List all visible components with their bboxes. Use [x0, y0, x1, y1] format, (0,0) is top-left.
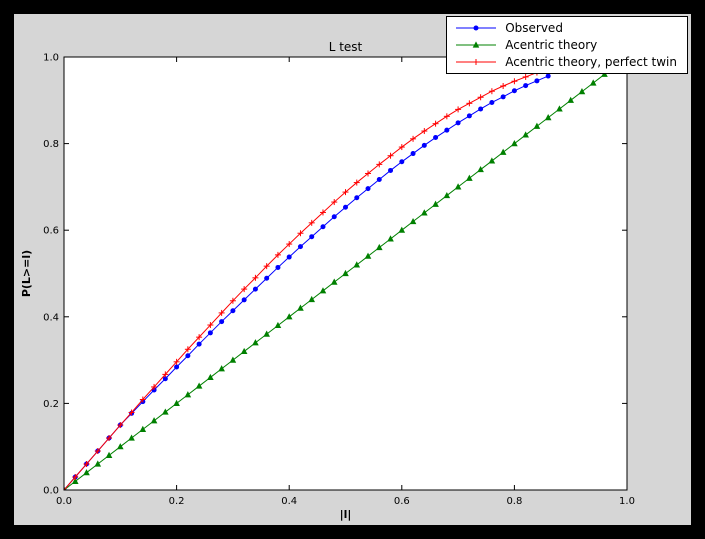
- legend-label: Acentric theory: [505, 38, 598, 52]
- figure-canvas: 0.0 0.2 0.4 0.6 0.8 1.0 0.0 0.2 0.4 0.6 0.8 1.0 L t…: [14, 14, 691, 525]
- x-tick-label: 0.4: [281, 496, 297, 507]
- y-tick-label: 0.4: [43, 312, 59, 323]
- legend-item: Observed: [454, 21, 677, 35]
- x-axis-label: |l|: [340, 508, 352, 521]
- y-tick-label: 0.8: [43, 139, 59, 150]
- x-tick-label: 0.0: [56, 496, 72, 507]
- axes-frame: [63, 56, 628, 491]
- y-tick-label: 0.6: [43, 226, 59, 237]
- legend-line-plus-icon: [456, 59, 497, 65]
- legend-label: Acentric theory, perfect twin: [505, 55, 677, 69]
- legend-line-triangle-icon: [456, 41, 497, 48]
- chart-title: L test: [329, 40, 363, 54]
- series-line: [64, 58, 594, 490]
- x-tick-label: 0.6: [394, 496, 410, 507]
- legend: Observed Acentric theory Acentric theory…: [446, 16, 688, 74]
- legend-line-circle-icon: [456, 25, 497, 31]
- legend-item: Acentric theory, perfect twin: [454, 55, 677, 69]
- plot-canvas: 0.0 0.2 0.4 0.6 0.8 1.0 0.0 0.2 0.4 0.6 0.8 1.0 L t…: [20, 40, 635, 521]
- legend-label: Observed: [505, 21, 563, 35]
- x-tick-label: 1.0: [619, 496, 635, 507]
- y-tick-label: 0.2: [43, 399, 59, 410]
- x-tick-label: 0.2: [169, 496, 185, 507]
- y-tick-label: 1.0: [43, 53, 59, 64]
- x-tick-label: 0.8: [506, 496, 522, 507]
- series-markers: [64, 70, 608, 490]
- legend-item: Acentric theory: [454, 38, 677, 52]
- y-tick-label: 0.0: [43, 486, 59, 497]
- ticks-layer: 0.0 0.2 0.4 0.6 0.8 1.0 0.0 0.2 0.4 0.6 0.8 1.0: [43, 53, 635, 508]
- y-axis-label: P(L>=l): [20, 250, 33, 297]
- series-layer: [64, 57, 608, 490]
- series-1: [64, 70, 608, 490]
